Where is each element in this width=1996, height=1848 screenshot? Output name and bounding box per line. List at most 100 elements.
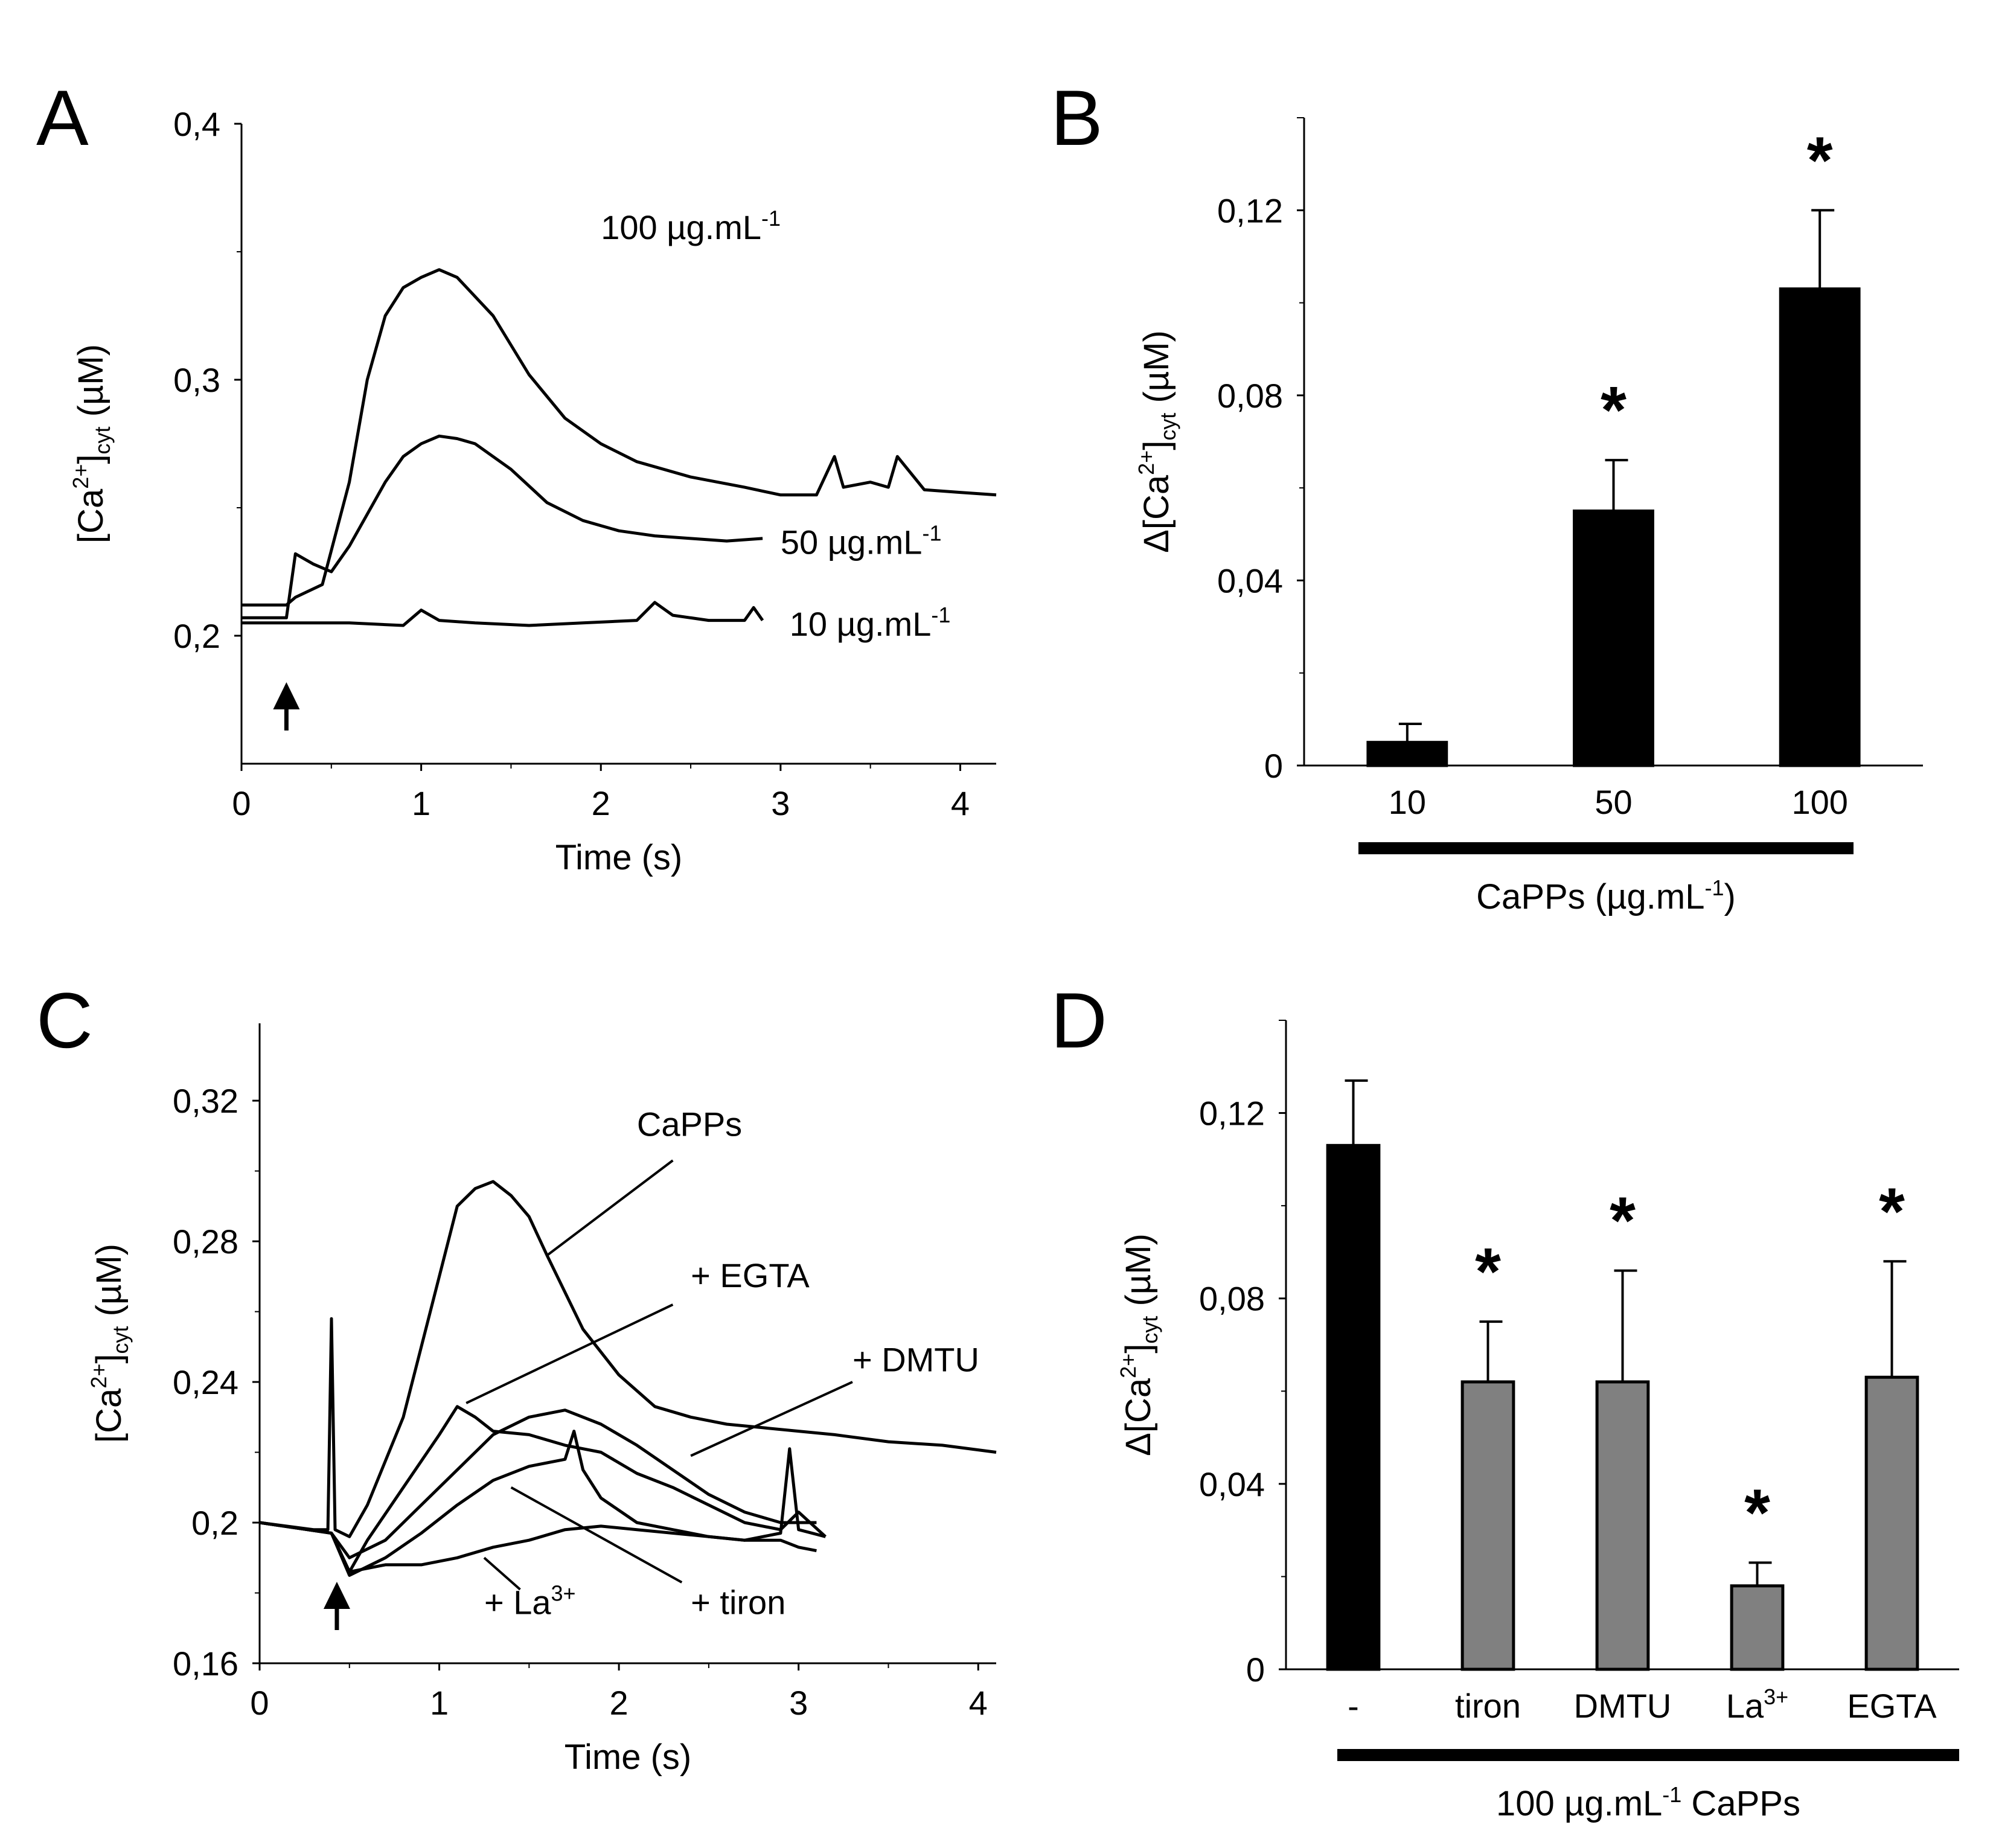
panel-c-stimulus-arrow-head bbox=[323, 1582, 350, 1609]
panel-b-y-tick-label: 0,04 bbox=[1217, 561, 1283, 599]
panel-d-group-label-after: CaPPs bbox=[1681, 1784, 1800, 1823]
panel-d-bar bbox=[1460, 1380, 1515, 1671]
panel-b-category-label: 10 bbox=[1389, 783, 1426, 821]
panel-b-bar-chart: 0 0,04 0,08 0,12 Δ[Ca2+]cyt (µM) 10 * 50 * 100 CaP… bbox=[1134, 117, 1923, 916]
panel-c-y-tick-label: 0,16 bbox=[173, 1645, 238, 1683]
panel-a-series-label-0-sup: -1 bbox=[761, 206, 781, 231]
panel-b-y-axis-label-sup: 2+ bbox=[1134, 450, 1159, 475]
panel-b-bar bbox=[1779, 287, 1861, 767]
panel-d-y-axis-label-prefix: Δ[Ca bbox=[1119, 1378, 1158, 1456]
panel-c-series-leader-0 bbox=[546, 1159, 674, 1256]
panel-b-y-tick-label: 0,12 bbox=[1217, 191, 1283, 229]
panel-a-x-tick-label: 0 bbox=[232, 784, 251, 822]
panel-d-y-tick-label: 0,04 bbox=[1199, 1465, 1265, 1503]
panel-c-x-tick-label: 4 bbox=[969, 1684, 988, 1722]
panel-d-category-label: La3+ bbox=[1726, 1684, 1788, 1725]
panel-c-y-axis-label-prefix: [Ca bbox=[89, 1388, 129, 1443]
panel-d-category-label: tiron bbox=[1455, 1687, 1521, 1725]
panel-b-group-label-sup: -1 bbox=[1704, 875, 1724, 900]
panel-d-bar bbox=[1864, 1375, 1919, 1671]
panel-c-series-line-2 bbox=[259, 1408, 817, 1559]
panel-d-category-label-sup: 3+ bbox=[1764, 1684, 1788, 1709]
panel-c-series-leader-2 bbox=[690, 1381, 853, 1457]
panel-c-y-tick-label: 0,32 bbox=[173, 1082, 238, 1120]
panel-d-y-tick-label: 0,08 bbox=[1199, 1280, 1265, 1318]
panel-b-y-axis-label-sub: cyt bbox=[1156, 413, 1180, 441]
panel-letter-a: A bbox=[36, 74, 89, 162]
panel-a-line-chart: 0,2 0,3 0,4 0 1 2 3 4 Time (s) [Ca2+]cyt (µM) 100 … bbox=[68, 105, 997, 877]
panel-a-series-label-0: 100 µg.mL-1 bbox=[601, 206, 781, 246]
panel-d-category-label: - bbox=[1348, 1687, 1359, 1725]
panel-c-x-tick-label: 1 bbox=[430, 1684, 449, 1722]
panel-d-category-label-text: tiron bbox=[1455, 1687, 1521, 1725]
panel-a-series-label-1-sup: -1 bbox=[922, 520, 941, 545]
panel-d-y-axis-label-unit: (µM) bbox=[1119, 1233, 1158, 1316]
panel-c-series-label-3: + tiron bbox=[691, 1583, 785, 1621]
panel-d-significance-star: * bbox=[1879, 1174, 1905, 1249]
panel-b-y-axis-label-bracket: ] bbox=[1137, 441, 1176, 450]
panel-a-y-axis-label-prefix: [Ca bbox=[71, 488, 110, 543]
panel-a-y-tick-label: 0,3 bbox=[173, 361, 220, 399]
panel-d-bar bbox=[1326, 1143, 1381, 1671]
panel-a-y-tick-label: 0,4 bbox=[173, 105, 220, 143]
panel-letter-c: C bbox=[36, 976, 93, 1064]
panel-d-category-label-text: - bbox=[1348, 1687, 1359, 1725]
panel-b-significance-star: * bbox=[1601, 373, 1627, 447]
panel-b-y-tick-label: 0,08 bbox=[1217, 377, 1283, 415]
panel-d-category-label: DMTU bbox=[1574, 1687, 1672, 1725]
panel-c-series-label-4-sup: 3+ bbox=[551, 1581, 576, 1605]
panel-c-series-label-4-text: + La bbox=[484, 1583, 551, 1621]
panel-d-y-tick-label: 0 bbox=[1246, 1651, 1265, 1689]
panel-a-x-tick-label: 4 bbox=[951, 784, 970, 822]
panel-b-category-label: 50 bbox=[1595, 783, 1632, 821]
panel-a-series-label-2-sup: -1 bbox=[931, 603, 950, 627]
panel-d-category-label-text: La bbox=[1726, 1687, 1764, 1725]
panel-c-line-chart: 0,16 0,2 0,24 0,28 0,32 0 1 2 3 4 Time (s) [Ca2+]cy… bbox=[86, 1023, 997, 1777]
panel-c-y-tick-label: 0,24 bbox=[173, 1363, 238, 1401]
panel-c-y-axis-label-unit: (µM) bbox=[89, 1244, 129, 1326]
panel-c-series-label-4: + La3+ bbox=[484, 1581, 576, 1621]
panel-letter-d: D bbox=[1051, 976, 1107, 1064]
panel-d-y-axis-label: Δ[Ca2+]cyt (µM) bbox=[1116, 1233, 1162, 1456]
panel-d-category-label-text: DMTU bbox=[1574, 1687, 1672, 1725]
panel-c-series-line-4 bbox=[259, 1447, 826, 1574]
panel-a-y-axis-label-sup: 2+ bbox=[68, 464, 93, 489]
panel-d-category-label-text: EGTA bbox=[1847, 1687, 1937, 1725]
panel-d-y-axis-label-sup: 2+ bbox=[1116, 1354, 1140, 1378]
panel-c-y-axis-label-sub: cyt bbox=[108, 1326, 133, 1354]
panel-b-y-axis-label-prefix: Δ[Ca bbox=[1137, 475, 1176, 553]
panel-a-x-tick-label: 3 bbox=[771, 784, 790, 822]
panel-b-significance-star: * bbox=[1807, 123, 1833, 197]
panel-d-bar bbox=[1595, 1380, 1650, 1671]
panel-a-series-line-2 bbox=[242, 601, 764, 627]
panel-a-x-axis-label: Time (s) bbox=[555, 838, 682, 877]
panel-c-x-tick-label: 3 bbox=[789, 1684, 808, 1722]
panel-a-y-axis-label-unit: (µM) bbox=[71, 344, 110, 426]
panel-a-x-tick-label: 1 bbox=[412, 784, 430, 822]
panel-b-y-tick-label: 0 bbox=[1264, 747, 1283, 785]
panel-c-series-line-0 bbox=[259, 1180, 997, 1538]
panel-c-series-leader-3 bbox=[510, 1486, 683, 1584]
panel-a-stimulus-arrow-head bbox=[273, 682, 300, 709]
panel-d-y-axis-label-sub: cyt bbox=[1137, 1316, 1162, 1344]
panel-a-series-label-1: 50 µg.mL-1 bbox=[781, 520, 942, 561]
panel-b-bar bbox=[1366, 741, 1448, 767]
panel-c-series-label-0: CaPPs bbox=[637, 1105, 742, 1143]
panel-a-y-tick-label: 0,2 bbox=[173, 617, 220, 655]
panel-c-y-axis-label: [Ca2+]cyt (µM) bbox=[86, 1244, 133, 1443]
panel-b-group-bracket bbox=[1358, 842, 1854, 854]
panel-a-x-tick-label: 2 bbox=[592, 784, 610, 822]
panel-a-series-label-1-text: 50 µg.mL bbox=[781, 523, 923, 561]
panel-a-series-line-0 bbox=[242, 268, 997, 607]
panel-d-significance-star: * bbox=[1475, 1235, 1501, 1309]
panel-c-x-tick-label: 0 bbox=[250, 1684, 269, 1722]
panel-c-series-leader-4 bbox=[483, 1556, 521, 1591]
panel-d-significance-star: * bbox=[1610, 1184, 1636, 1258]
panel-d-group-label-sup: -1 bbox=[1662, 1782, 1681, 1807]
panel-b-bar bbox=[1573, 509, 1654, 767]
panel-a-series-line-1 bbox=[242, 434, 763, 619]
panel-b-group-label-text: CaPPs (µg.mL bbox=[1476, 877, 1704, 916]
panel-d-group-label-text: 100 µg.mL bbox=[1496, 1784, 1662, 1823]
panel-b-y-axis-label: Δ[Ca2+]cyt (µM) bbox=[1134, 330, 1180, 553]
panel-c-series-line-1 bbox=[259, 1405, 827, 1574]
